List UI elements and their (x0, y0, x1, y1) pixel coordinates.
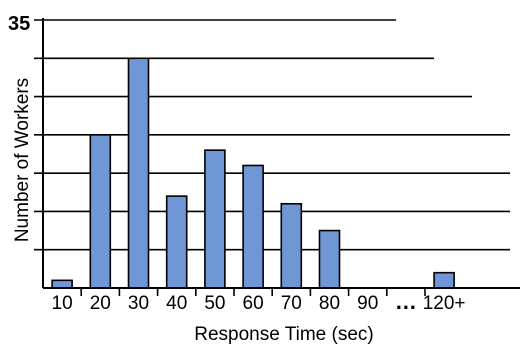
y-axis-title: Number of Workers (12, 78, 33, 242)
axes (42, 18, 520, 289)
x-tick-label: 70 (281, 293, 302, 314)
x-tick-label: … (395, 289, 417, 314)
y-axis-max-label: 35 (8, 13, 30, 35)
x-tick-label: 10 (52, 293, 73, 314)
x-axis-title: Response Time (sec) (194, 324, 374, 345)
bar-80 (318, 229, 341, 289)
gridlines (34, 19, 510, 251)
bar-120 (433, 271, 455, 289)
x-tick-label: 120+ (423, 293, 466, 314)
x-tick-label: 90 (357, 293, 378, 314)
x-tick-label: 40 (166, 293, 187, 314)
x-tick-label: 80 (319, 293, 340, 314)
bar-40 (165, 195, 188, 289)
bar-30 (127, 57, 150, 289)
bars (51, 57, 455, 289)
bar-50 (204, 149, 226, 289)
bar-70 (280, 202, 303, 289)
bar-60 (242, 164, 264, 289)
x-tick-label: 50 (204, 293, 225, 314)
x-tick-label: 20 (90, 293, 111, 314)
x-tick-labels: 10 20 30 40 50 60 70 80 90 … 120+ (52, 288, 466, 314)
x-tick-label: 30 (128, 293, 149, 314)
bar-20 (89, 134, 112, 289)
x-tick-label: 60 (243, 293, 264, 314)
bar-10 (51, 279, 73, 289)
